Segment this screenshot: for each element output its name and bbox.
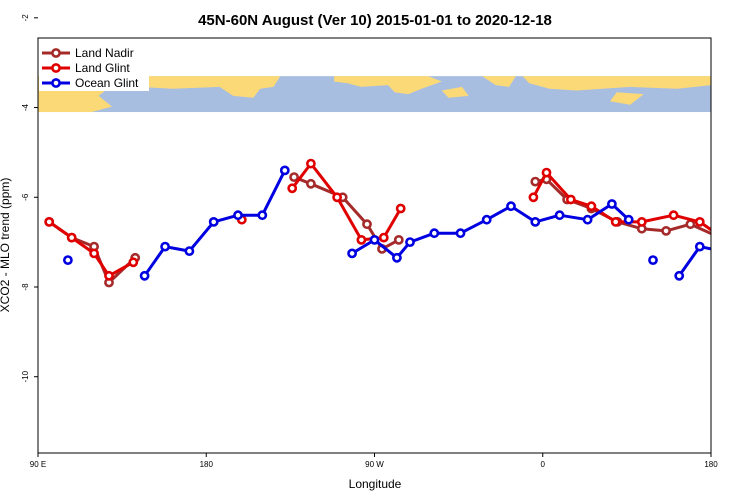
data-point [393, 234, 404, 245]
x-axis: 90 E 180 90 W 0 180 [30, 453, 718, 469]
series-line [532, 171, 711, 232]
data-point [369, 234, 380, 245]
data-point [89, 248, 99, 259]
data-point [530, 216, 541, 227]
data-point [565, 194, 576, 205]
series-layer [44, 158, 748, 288]
data-point [610, 216, 621, 227]
legend-marker [51, 63, 61, 73]
data-point [541, 167, 552, 178]
data-point [128, 257, 139, 268]
data-point [481, 214, 492, 225]
data-point [530, 176, 541, 187]
data-point [674, 270, 685, 281]
x-tick-label: 180 [200, 460, 214, 469]
data-point [719, 248, 726, 255]
data-point [694, 241, 705, 252]
series-line [351, 202, 630, 260]
map-landmass-4 [482, 76, 516, 87]
data-point [648, 255, 658, 265]
map-landmass-6 [610, 92, 644, 105]
data-point [506, 201, 516, 212]
data-point [305, 178, 316, 189]
data-point [184, 246, 195, 256]
y-tick-label: -2 [21, 14, 30, 22]
data-point [63, 255, 73, 265]
data-point [356, 234, 367, 245]
data-point [636, 216, 647, 227]
data-point [735, 250, 742, 257]
data-point [554, 210, 565, 221]
data-point [391, 252, 402, 263]
data-point [233, 210, 243, 221]
x-tick-label: 90 W [365, 460, 384, 469]
data-point [104, 270, 114, 281]
map-landmass-3 [441, 86, 469, 98]
data-point [668, 210, 679, 221]
x-tick-label: 180 [704, 460, 718, 469]
data-point [305, 158, 316, 169]
data-point [44, 216, 55, 227]
map-landmass-2 [334, 76, 442, 95]
legend-label: Ocean Glint [75, 76, 139, 90]
legend-item-land-nadir: Land Nadir [42, 46, 134, 60]
data-point [332, 192, 342, 203]
series-land-nadir [44, 172, 748, 288]
data-point [395, 203, 406, 214]
data-point [257, 210, 268, 221]
data-point [607, 199, 617, 209]
world-map-band [38, 76, 711, 113]
data-point [732, 241, 739, 248]
data-point [289, 172, 299, 182]
data-point [586, 201, 597, 212]
data-point [623, 214, 634, 225]
data-point [287, 183, 298, 194]
x-axis-label: Longitude [349, 477, 402, 491]
y-tick-label: -8 [21, 283, 30, 291]
y-tick-label: -4 [21, 103, 30, 111]
data-point [429, 228, 440, 239]
data-point [362, 219, 372, 230]
y-tick-label: -10 [21, 370, 30, 382]
data-point [208, 216, 219, 227]
legend-item-ocean-glint: Ocean Glint [42, 76, 139, 90]
data-point [661, 225, 671, 236]
data-point [694, 216, 705, 227]
data-point [347, 248, 357, 259]
map-landmass-1 [125, 76, 281, 98]
data-point [66, 232, 77, 243]
x-tick-label: 0 [541, 460, 546, 469]
legend-marker [51, 78, 61, 88]
legend-label: Land Nadir [75, 46, 134, 60]
series-line [291, 162, 402, 242]
legend-marker [51, 48, 61, 58]
data-point [279, 165, 290, 176]
data-point [405, 237, 415, 247]
legend-label: Land Glint [75, 61, 130, 75]
data-point [378, 232, 389, 243]
x-tick-label: 90 E [30, 460, 46, 469]
series-ocean-glint [63, 165, 726, 281]
data-point [741, 279, 748, 286]
data-point [160, 241, 170, 252]
data-point [719, 234, 726, 241]
y-tick-label: -6 [21, 193, 30, 201]
data-point [528, 192, 539, 203]
data-point [582, 214, 593, 225]
chart-title: 45N-60N August (Ver 10) 2015-01-01 to 20… [198, 12, 552, 29]
data-point [139, 270, 150, 281]
map-landmass-5 [522, 76, 711, 91]
legend-item-land-glint: Land Glint [42, 61, 130, 75]
data-point [455, 228, 466, 239]
y-axis: -2 -4 -6 -8 -10 [21, 14, 38, 383]
y-axis-label: XCO2 - MLO trend (ppm) [0, 178, 12, 313]
